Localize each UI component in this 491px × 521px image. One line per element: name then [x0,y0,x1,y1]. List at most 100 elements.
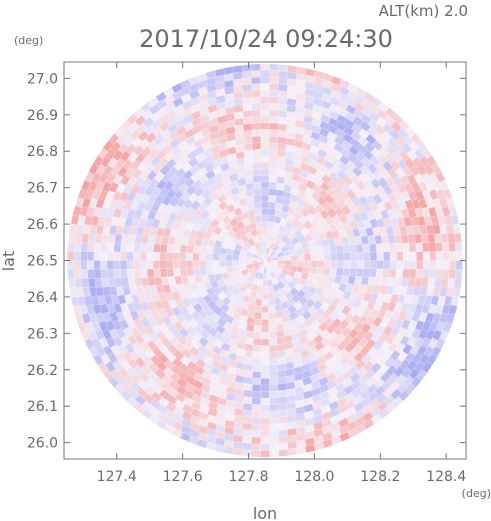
radar-cell [260,142,270,150]
radar-cell [260,371,270,379]
radar-cell [278,442,289,451]
radar-cell [317,260,325,269]
radar-cell [251,384,262,392]
radar-cell [192,260,200,269]
radar-cell [146,251,154,261]
radar-cell [260,96,270,104]
radar-cell [336,252,345,261]
radar-cell [260,188,270,196]
radar-cell [429,260,437,270]
radar-cell [146,243,155,253]
radar-cell [277,116,288,125]
radar-cell [260,76,270,84]
radar-cell [260,365,270,373]
radar-cell [356,260,365,270]
radar-cell [452,223,462,235]
radar-cell [146,260,154,270]
radar-cell [260,116,270,124]
radar-cell [254,214,263,223]
radar-cell [192,252,200,261]
radar-cell [223,446,235,455]
radar-cell [100,268,109,279]
radar-cell [253,324,262,333]
radar-cell [269,417,279,425]
x-tick-labels: 127.4 127.6 127.8 128.0 128.2 128.4 [97,469,467,485]
radar-cell [277,90,288,99]
radar-cell [165,251,174,261]
radar-cell [253,201,262,210]
radar-cell [251,410,261,419]
radar-cell [113,242,122,253]
radar-cell [269,423,279,432]
radar-cell [269,443,280,451]
radar-cell [120,242,128,253]
radar-cell [253,318,262,327]
radar-cell [218,253,227,261]
radar-cell [435,260,444,270]
radar-cell [139,251,147,261]
radar-cell [252,357,262,366]
radar-cell [277,96,288,105]
radar-cell [253,188,262,197]
radar-cell [343,252,351,261]
radar-cell [260,175,270,183]
radar-cell [133,268,142,279]
radar-cells [67,63,463,458]
radar-cell [268,351,278,360]
x-tick-label: 128.2 [360,469,400,485]
radar-cell [242,96,253,105]
radar-cell [356,251,365,261]
radar-cell [268,135,279,144]
radar-cell [269,63,280,72]
radar-cell [435,242,443,252]
radar-cell [241,442,252,451]
radar-cell [251,122,262,131]
radar-cell [395,242,404,253]
radar-cell [251,135,262,144]
radar-cell [172,252,180,261]
radar-cell [139,268,148,279]
radar-cell [269,449,280,458]
radar-cell [260,122,270,130]
radar-cell [408,242,417,253]
radar-cell [68,223,78,235]
radar-cell [119,260,128,270]
radar-cell [261,207,269,215]
radar-cell [421,268,430,279]
radar-cell [453,232,463,243]
y-unit-label: (deg) [14,34,43,47]
radar-cell [343,260,351,269]
radar-cell [261,312,269,320]
radar-cell [268,377,279,386]
radar-cell [252,331,262,340]
radar-cell [242,416,253,425]
radar-cell [260,168,270,176]
radar-cell [73,241,82,252]
radar-cell [260,63,270,71]
radar-cell [260,424,270,432]
x-tick-label: 127.6 [163,469,203,485]
radar-cell [260,358,270,366]
radar-cell [198,260,207,269]
radar-cell [409,251,417,261]
radar-cell [297,253,305,261]
radar-cell [416,251,424,261]
radar-cell [396,260,404,270]
radar-cell [269,397,279,405]
radar-cell [260,70,270,78]
radar-cell [435,269,443,279]
radar-cell [260,148,270,156]
radar-cell [252,351,262,360]
radar-cell [242,422,253,431]
radar-cell [260,181,270,189]
radar-cell [402,242,410,253]
radar-cell [261,214,269,222]
radar-cell [251,364,262,373]
y-tick-label: 26.6 [27,217,58,233]
radar-cell [388,268,397,279]
x-unit-label: (deg) [462,487,491,500]
radar-cell [330,260,338,269]
radar-cell [375,243,384,253]
radar-cell [241,83,253,92]
radar-cell [287,447,298,457]
